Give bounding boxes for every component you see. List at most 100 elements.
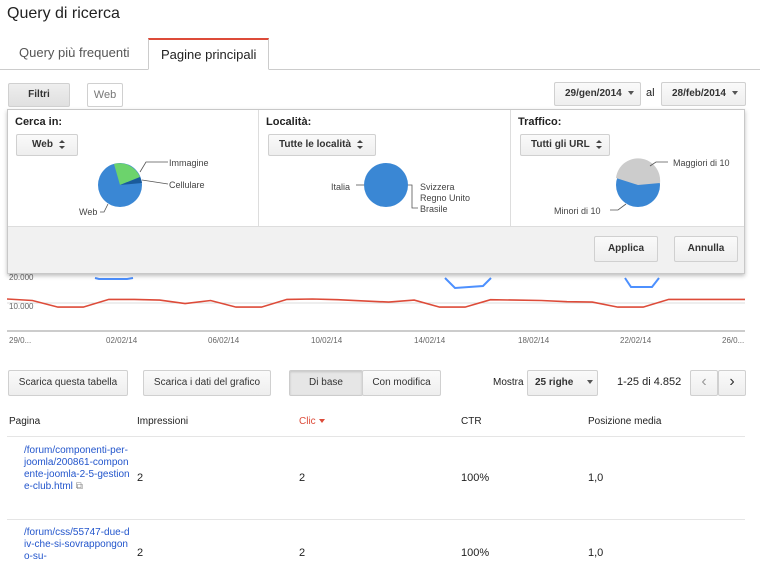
impressions-series-fragment [444, 277, 492, 290]
chevron-down-icon [731, 91, 738, 96]
x-tick-label: 14/02/14 [414, 336, 446, 345]
x-tick-label: 29/0... [9, 336, 32, 345]
column-header-clicks-label: Clic [299, 416, 316, 427]
x-tick-label: 26/0... [722, 336, 745, 345]
search-type-pie [98, 161, 169, 213]
divider [258, 110, 259, 227]
column-header-clicks[interactable]: Clic [299, 416, 325, 427]
next-page-button[interactable]: › [718, 370, 746, 396]
avg-position-value: 1,0 [588, 547, 604, 559]
x-tick-label: 06/02/14 [208, 336, 240, 345]
clicks-line [6, 298, 745, 308]
divider [7, 519, 745, 520]
column-header-avg-position[interactable]: Posizione media [588, 416, 662, 427]
apply-button[interactable]: Applica [594, 236, 658, 262]
download-chart-data-button[interactable]: Scarica i dati del grafico [143, 370, 271, 396]
page-url: /forum/componenti-per-joomla/200861-comp… [24, 445, 130, 492]
leader-line [139, 161, 168, 173]
impressions-series-fragment [94, 277, 134, 280]
leader-line [610, 203, 627, 211]
prev-page-button[interactable]: ‹ [690, 370, 718, 396]
rows-per-page-value: 25 righe [535, 377, 574, 388]
traffic-pie [610, 158, 668, 211]
column-header-impressions[interactable]: Impressioni [137, 416, 189, 427]
page-url: /forum/css/55747-due-div-che-si-sovrappo… [24, 527, 130, 562]
show-label: Mostra [493, 377, 524, 388]
column-header-ctr[interactable]: CTR [461, 416, 482, 427]
pie-label-less-than-10: Minori di 10 [554, 206, 601, 216]
search-in-label: Cerca in: [15, 116, 63, 128]
web-filter-chip[interactable]: Web [87, 83, 123, 107]
pie-label-uk: Regno Unito [420, 193, 471, 203]
column-header-page[interactable]: Pagina [9, 416, 41, 427]
cancel-button[interactable]: Annulla [674, 236, 738, 262]
page-title: Query di ricerca [7, 5, 120, 22]
chevron-down-icon [627, 91, 634, 96]
impressions-value: 2 [137, 547, 144, 559]
traffic-value: Tutti gli URL [531, 139, 590, 150]
table-row-page-link[interactable]: /forum/css/55747-due-div-che-si-sovrappo… [24, 527, 130, 563]
divider [510, 110, 511, 227]
x-tick-label: 10/02/14 [311, 336, 343, 345]
select-arrows-icon [58, 139, 66, 149]
date-from-value: 29/gen/2014 [565, 88, 622, 99]
sort-desc-icon [318, 419, 325, 424]
traffic-select[interactable]: Tutti gli URL [520, 134, 610, 156]
location-label: Località: [266, 116, 312, 128]
chevron-right-icon: › [729, 373, 735, 390]
avg-position-value: 1,0 [588, 472, 604, 484]
ctr-value: 100% [461, 547, 490, 559]
pie-slice-more-than-10 [616, 158, 661, 185]
search-in-value: Web [32, 139, 53, 150]
rows-per-page-select[interactable]: 25 righe [527, 370, 598, 396]
leader-line [100, 203, 109, 213]
with-changes-toggle[interactable]: Con modifica [362, 370, 441, 396]
external-link-icon[interactable]: ⧉ [75, 481, 83, 492]
ctr-value: 100% [461, 472, 490, 484]
pie-slice-mobile [120, 177, 142, 185]
download-table-button[interactable]: Scarica questa tabella [8, 370, 128, 396]
date-to-select[interactable]: 28/feb/2014 [661, 82, 746, 106]
y-tick-label: 20.000 [9, 273, 34, 282]
tab-bar: Query più frequenti Pagine principali [0, 38, 760, 70]
performance-chart [6, 258, 745, 348]
date-to-value: 28/feb/2014 [672, 88, 726, 99]
divider [7, 436, 745, 437]
pagination-info: 1-25 di 4.852 [617, 376, 682, 388]
leader-line [649, 161, 668, 167]
x-tick-label: 22/02/14 [620, 336, 652, 345]
tab-top-pages[interactable]: Pagine principali [148, 38, 270, 70]
pie-label-brazil: Brasile [420, 204, 448, 214]
leader-line [141, 179, 169, 185]
basic-view-toggle[interactable]: Di base [289, 370, 363, 396]
location-select[interactable]: Tutte le località [268, 134, 376, 156]
impressions-series-fragment [624, 277, 660, 288]
pie-label-italy: Italia [331, 182, 351, 192]
x-tick-label: 18/02/14 [518, 336, 550, 345]
clicks-value: 2 [299, 472, 306, 484]
line-chart [6, 277, 745, 332]
chevron-left-icon: ‹ [701, 373, 707, 390]
x-tick-label: 02/02/14 [106, 336, 138, 345]
pie-label-more-than-10: Maggiori di 10 [673, 158, 730, 168]
filters-button[interactable]: Filtri [8, 83, 70, 107]
location-value: Tutte le località [279, 139, 352, 150]
pie-label-switzerland: Svizzera [420, 182, 455, 192]
pie-slice-italy [364, 163, 408, 207]
impressions-value: 2 [137, 472, 144, 484]
clicks-value: 2 [299, 547, 306, 559]
date-separator: al [646, 87, 655, 99]
tab-top-queries[interactable]: Query più frequenti [19, 45, 130, 60]
clicks-series [6, 298, 745, 308]
pie-slice-image [114, 163, 140, 185]
table-row-page-link[interactable]: /forum/componenti-per-joomla/200861-comp… [24, 445, 130, 493]
location-pie [356, 163, 418, 209]
select-arrows-icon [595, 139, 603, 149]
date-from-select[interactable]: 29/gen/2014 [554, 82, 641, 106]
pie-label-image: Immagine [169, 158, 209, 168]
y-tick-label: 10.000 [9, 302, 34, 311]
select-arrows-icon [357, 139, 364, 149]
leader-line [408, 184, 418, 209]
search-in-select[interactable]: Web [16, 134, 78, 156]
filters-panel-body: Cerca in: Web Immagine Cellulare Web Loc… [8, 110, 744, 227]
